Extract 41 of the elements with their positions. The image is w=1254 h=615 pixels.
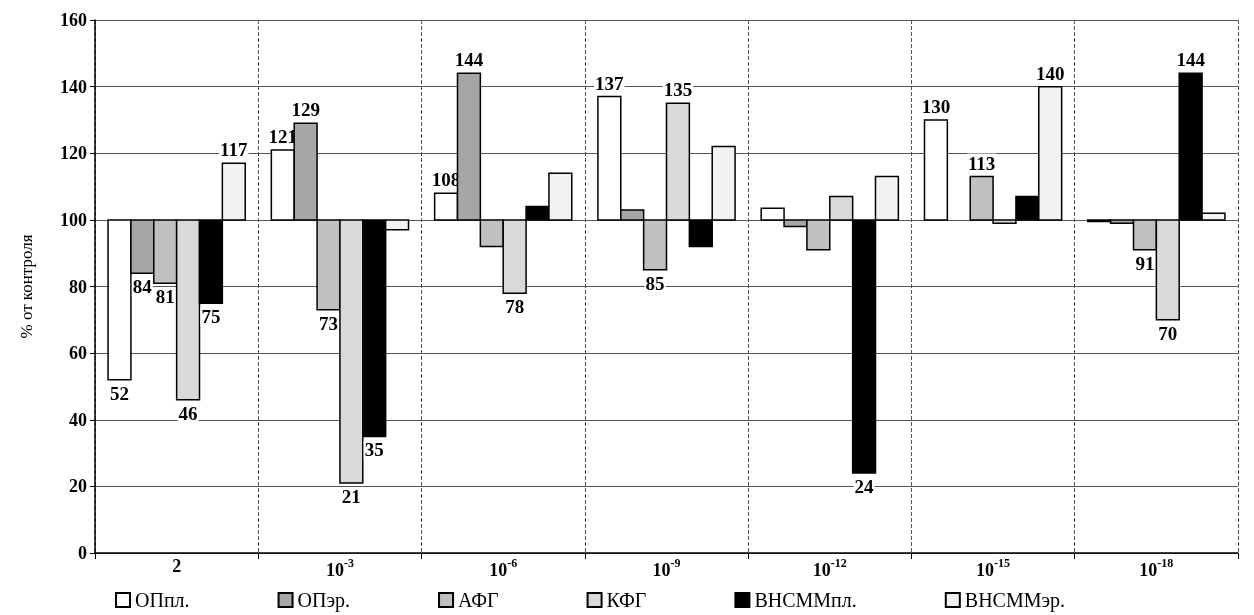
y-tick-label: 60 (69, 343, 87, 364)
x-tick-label: 2 (172, 556, 182, 576)
data-label: 129 (291, 99, 320, 121)
data-label: 91 (1135, 252, 1155, 274)
data-label: 21 (341, 486, 361, 508)
y-tick-label: 120 (60, 143, 87, 164)
y-axis-title: % от контроля (17, 234, 36, 339)
y-tick-label: 20 (69, 476, 87, 497)
data-label: 137 (595, 72, 625, 94)
data-label: 113 (967, 152, 996, 174)
y-tick-label: 100 (60, 209, 87, 230)
data-label: 135 (663, 79, 693, 101)
data-label: 35 (364, 439, 384, 461)
data-label: 130 (921, 95, 951, 117)
data-label: 24 (854, 476, 875, 498)
data-label: 85 (645, 272, 665, 294)
data-label: 144 (454, 49, 484, 71)
data-label: 140 (1035, 62, 1065, 84)
data-label: 81 (155, 286, 175, 308)
data-label: 78 (505, 296, 525, 318)
data-label: 46 (178, 402, 198, 424)
data-label: 73 (319, 312, 338, 334)
legend-label: КФГ (606, 589, 647, 611)
y-tick-label: 160 (60, 10, 87, 30)
y-tick-label: 40 (69, 409, 87, 430)
bar (923, 119, 949, 221)
data-label: 75 (201, 306, 221, 328)
data-label: 84 (132, 276, 153, 298)
y-tick-label: 0 (78, 543, 87, 563)
data-label: 70 (1158, 322, 1178, 344)
legend-label: ВНСММэр. (964, 589, 1066, 612)
legend-label: ОПпл. (135, 589, 190, 611)
data-label: 144 (1176, 49, 1206, 71)
y-tick-label: 140 (60, 76, 87, 97)
data-label: 52 (109, 382, 129, 404)
y-tick-label: 80 (69, 276, 87, 297)
legend-label: АФГ (458, 589, 499, 611)
legend-label: ВНСММпл. (754, 589, 857, 611)
data-label: 121 (268, 125, 298, 147)
legend-label: ОПэр. (297, 589, 351, 612)
data-label: 117 (220, 139, 249, 161)
